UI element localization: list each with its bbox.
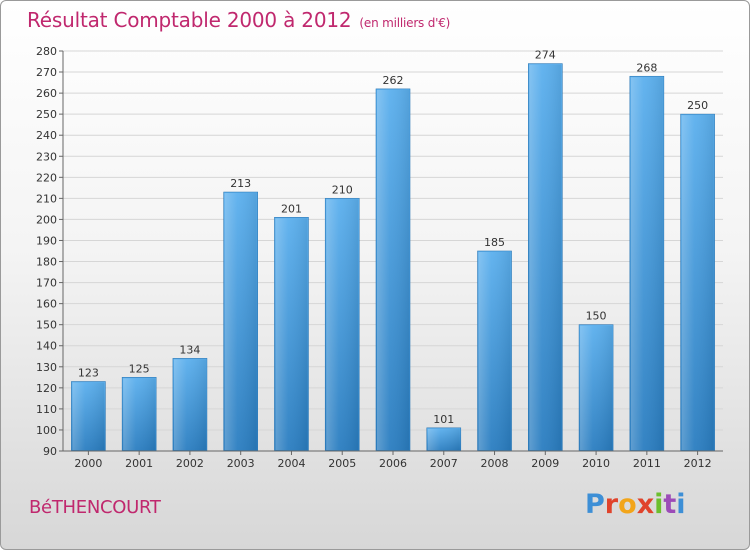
bar-highlight bbox=[630, 77, 663, 451]
y-tick-label: 110 bbox=[36, 403, 57, 416]
x-tick-label: 2010 bbox=[582, 457, 610, 470]
bar-value-label: 213 bbox=[230, 177, 251, 190]
bar-value-label: 101 bbox=[433, 413, 454, 426]
bar-value-label: 150 bbox=[586, 310, 607, 323]
chart-subtitle: (en milliers d'€) bbox=[359, 16, 451, 30]
x-tick-label: 2007 bbox=[430, 457, 458, 470]
logo-letter: x bbox=[636, 489, 655, 520]
logo-letter: i bbox=[676, 489, 686, 520]
bar-highlight bbox=[173, 359, 206, 450]
bar-highlight bbox=[681, 115, 714, 450]
chart-title: Résultat Comptable 2000 à 2012 (en millie… bbox=[27, 8, 450, 32]
y-tick-label: 220 bbox=[36, 171, 57, 184]
bar-highlight bbox=[224, 193, 257, 451]
y-tick-label: 140 bbox=[36, 340, 57, 353]
bar-highlight bbox=[427, 428, 460, 450]
x-tick-label: 2000 bbox=[74, 457, 102, 470]
bar-value-label: 268 bbox=[636, 61, 657, 74]
y-tick-label: 270 bbox=[36, 66, 57, 79]
bar-highlight bbox=[529, 64, 562, 450]
y-tick-label: 250 bbox=[36, 108, 57, 121]
commune-name: BéTHENCOURT bbox=[29, 497, 161, 518]
bar-highlight bbox=[478, 252, 511, 450]
bar-highlight bbox=[275, 218, 308, 450]
y-tick-label: 230 bbox=[36, 150, 57, 163]
logo-letter: o bbox=[618, 489, 637, 520]
bar-value-label: 210 bbox=[332, 183, 353, 196]
bar-value-label: 123 bbox=[78, 367, 99, 380]
bar-value-label: 274 bbox=[535, 49, 556, 62]
bar-highlight bbox=[580, 325, 613, 450]
bar-value-label: 125 bbox=[129, 362, 150, 375]
x-tick-label: 2002 bbox=[176, 457, 204, 470]
logo-letter: P bbox=[585, 489, 605, 520]
y-tick-label: 90 bbox=[43, 445, 57, 458]
proxiti-logo[interactable]: Proxiti bbox=[585, 489, 686, 520]
y-tick-label: 170 bbox=[36, 277, 57, 290]
x-tick-label: 2005 bbox=[328, 457, 356, 470]
y-tick-label: 240 bbox=[36, 129, 57, 142]
y-tick-label: 180 bbox=[36, 256, 57, 269]
y-tick-label: 100 bbox=[36, 424, 57, 437]
bar-highlight bbox=[326, 199, 359, 450]
x-tick-label: 2001 bbox=[125, 457, 153, 470]
bar-value-label: 185 bbox=[484, 236, 505, 249]
logo-letter: t bbox=[663, 489, 677, 520]
x-tick-label: 2006 bbox=[379, 457, 407, 470]
x-tick-label: 2004 bbox=[277, 457, 305, 470]
x-tick-label: 2012 bbox=[684, 457, 712, 470]
logo-letter: r bbox=[604, 489, 619, 520]
y-tick-label: 280 bbox=[36, 45, 57, 58]
y-tick-label: 190 bbox=[36, 234, 57, 247]
bar-highlight bbox=[123, 378, 156, 450]
chart-title-text: Résultat Comptable 2000 à 2012 bbox=[27, 8, 352, 32]
y-tick-label: 150 bbox=[36, 319, 57, 332]
x-tick-label: 2011 bbox=[633, 457, 661, 470]
x-tick-label: 2009 bbox=[531, 457, 559, 470]
bar-value-label: 262 bbox=[383, 74, 404, 87]
x-tick-label: 2003 bbox=[227, 457, 255, 470]
y-tick-label: 260 bbox=[36, 87, 57, 100]
bar-value-label: 250 bbox=[687, 99, 708, 112]
logo-letter: i bbox=[654, 489, 664, 520]
y-tick-label: 130 bbox=[36, 361, 57, 374]
bar-highlight bbox=[72, 382, 105, 450]
y-tick-label: 210 bbox=[36, 192, 57, 205]
bar-value-label: 201 bbox=[281, 202, 302, 215]
y-tick-label: 160 bbox=[36, 298, 57, 311]
x-tick-label: 2008 bbox=[481, 457, 509, 470]
bar-highlight bbox=[377, 89, 409, 450]
bar-value-label: 134 bbox=[179, 343, 200, 356]
y-tick-label: 200 bbox=[36, 213, 57, 226]
y-tick-label: 120 bbox=[36, 382, 57, 395]
